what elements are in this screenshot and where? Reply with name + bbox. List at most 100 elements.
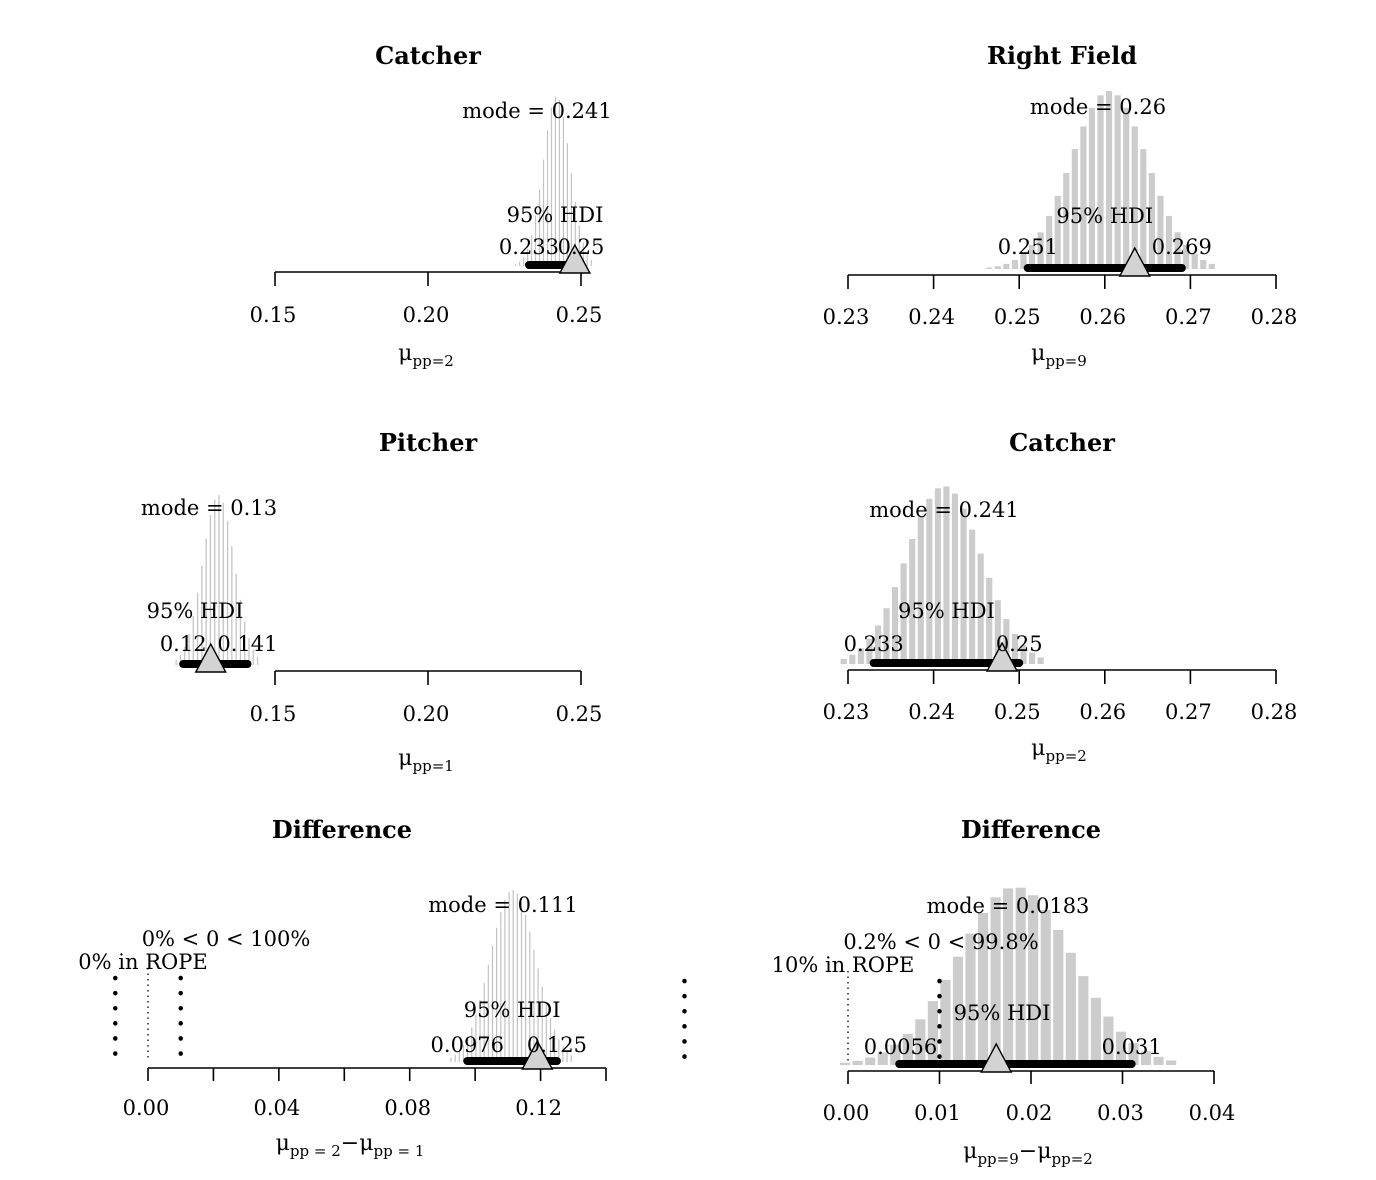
histogram-bar (566, 143, 568, 266)
histogram-bar (554, 1029, 556, 1062)
histogram-bar (496, 927, 498, 1062)
x-axis-label-subscript-1: pp = 2 (290, 1142, 341, 1160)
histogram-bar (1166, 1060, 1177, 1065)
mode-label: mode = 0.13 (141, 496, 277, 520)
histogram-bar (558, 1039, 560, 1062)
hdi-low-label: 0.12 (160, 632, 207, 656)
histogram-bar (546, 130, 549, 266)
panel-title: Catcher (375, 41, 481, 70)
histogram-bar (1028, 652, 1036, 664)
histogram-bar (1128, 1043, 1139, 1065)
x-tick-label: 0.15 (250, 702, 297, 726)
histogram-bar (1183, 244, 1190, 269)
histogram-bar (244, 621, 246, 665)
x-axis-label-mu: μ (963, 1139, 977, 1164)
histogram-bars (840, 887, 1177, 1065)
panel-title: Pitcher (379, 428, 478, 457)
hdi-label: 95% HDI (507, 203, 604, 227)
x-tick-label: 0.28 (1251, 700, 1298, 724)
x-tick-label: 0.25 (556, 702, 603, 726)
histogram-bar (1015, 887, 1026, 1065)
panel-title: Difference (961, 815, 1101, 844)
histogram-bar (508, 892, 510, 1062)
histogram-bar (1080, 126, 1087, 269)
histogram-bars (450, 890, 572, 1062)
histogram-bar (1053, 929, 1064, 1065)
histogram-bar (586, 253, 588, 266)
histogram-bar (1003, 263, 1010, 269)
histogram-bar (1103, 1016, 1114, 1065)
hdi-label: 95% HDI (898, 599, 995, 623)
mode-label: mode = 0.241 (869, 498, 1019, 522)
histogram-bar (1020, 644, 1027, 664)
histogram-bar (969, 529, 976, 664)
histogram-bar (542, 159, 545, 266)
histogram-bar (562, 116, 565, 267)
histogram-bar (541, 986, 543, 1062)
histogram-bar (520, 902, 523, 1062)
histogram-bar (525, 915, 527, 1062)
histogram-bar (248, 638, 250, 665)
comparison-label: 0% < 0 < 100% (142, 927, 311, 951)
x-axis-label-mu: μ (398, 746, 412, 771)
histogram-bar (196, 592, 199, 665)
panel-3: Pitcher 0.15 0.20 0.25 mode = 0.13 95% HDI 0.1… (141, 428, 602, 775)
histogram-bar (965, 933, 976, 1065)
x-axis-label-subscript: pp=1 (412, 757, 453, 775)
x-axis-label: μpp=2 (1031, 736, 1087, 765)
histogram-bar (952, 956, 964, 1065)
histogram-bar (235, 573, 237, 665)
panel-title: Right Field (987, 41, 1137, 70)
histogram-bar (582, 242, 584, 266)
histogram-bar (977, 913, 989, 1065)
histogram-bar (554, 96, 557, 266)
histogram-bar (1165, 215, 1173, 269)
histogram-bar (462, 1045, 465, 1062)
comparison-label: 0.2% < 0 < 99.8% (843, 930, 1038, 954)
x-axis-label-mu: μ (1031, 341, 1045, 366)
histogram-bar (566, 1051, 568, 1062)
histogram-bar (450, 1057, 452, 1062)
x-axis-label: μpp=1 (398, 746, 454, 775)
histogram-bar (902, 1033, 913, 1065)
histogram-bar (1106, 91, 1113, 269)
triangle-marker (558, 243, 592, 274)
panel-2: Right Field 0.23 0.24 0.25 0.26 0.27 0.28 mode … (823, 41, 1298, 370)
x-tick-label: 0.15 (250, 303, 297, 327)
hdi-low-label: 0.0056 (864, 1035, 937, 1059)
histogram-bar (883, 608, 890, 664)
hdi-high-label: 0.25 (996, 632, 1043, 656)
histogram-bar (534, 215, 537, 266)
hdi-low-label: 0.233 (844, 632, 904, 656)
histogram-bar (504, 899, 506, 1062)
histogram-bar (483, 983, 485, 1062)
x-tick-label: 0.25 (556, 303, 603, 327)
x-tick-label: 0.25 (994, 700, 1041, 724)
histogram-bar (537, 968, 539, 1062)
histogram-bar (960, 508, 967, 664)
histogram-bar (1003, 619, 1010, 664)
rope-label: 10% in ROPE (772, 953, 915, 977)
histogram-bar (840, 658, 847, 664)
histogram-bar (209, 514, 212, 665)
histogram-bar (874, 625, 882, 664)
histogram-bar (866, 638, 873, 664)
histogram-bar (239, 599, 242, 665)
histogram-bar (500, 912, 502, 1062)
histogram-bar (890, 1044, 901, 1065)
x-tick-label: 0.12 (515, 1096, 562, 1120)
histogram-bar (917, 516, 924, 664)
histogram-bar (184, 646, 186, 665)
histogram-bar (852, 1060, 863, 1065)
histogram-bar (578, 225, 580, 266)
histogram-bar (491, 945, 494, 1062)
histogram-bar (454, 1054, 456, 1062)
histogram-bar (475, 1014, 477, 1062)
histogram-bar (926, 498, 933, 664)
histogram-bar (1200, 260, 1207, 269)
histogram-bar (1028, 244, 1036, 269)
hdi-label: 95% HDI (464, 998, 561, 1022)
x-tick-label: 0.20 (403, 702, 450, 726)
triangle-marker (521, 1039, 554, 1070)
